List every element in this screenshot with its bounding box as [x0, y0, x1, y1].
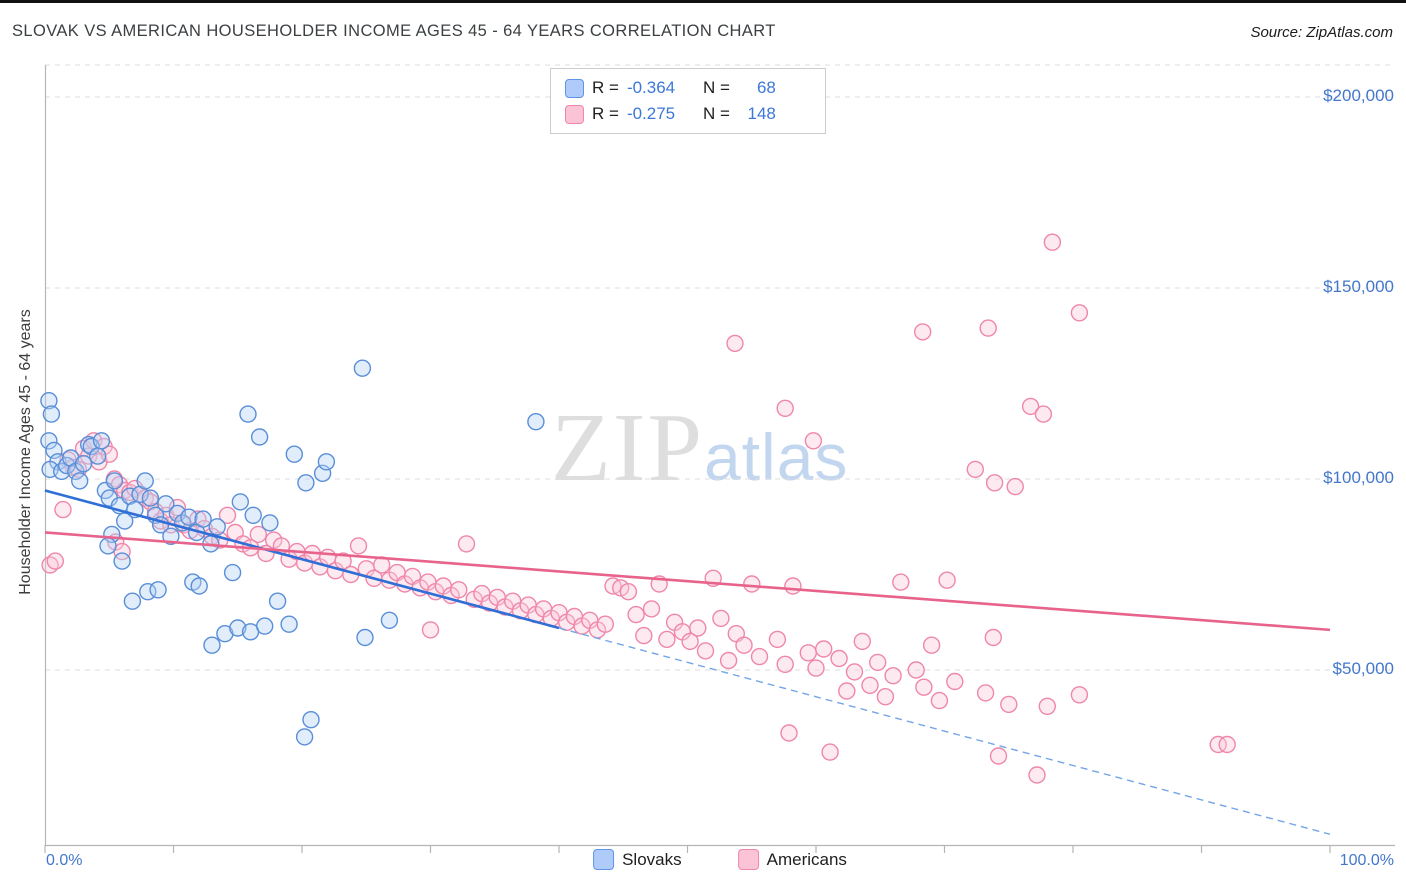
x-axis-ticks	[44, 845, 1331, 853]
americans-legend-label: Americans	[766, 849, 847, 869]
y-tick-label-200000: $200,000	[1323, 86, 1394, 105]
trend-slovaks	[44, 489, 560, 630]
trend-slovaks-extrapolated	[558, 627, 1331, 835]
y-tick-label-150000: $150,000	[1323, 277, 1394, 296]
legend-row-americans: R = -0.275 N = 148	[565, 104, 811, 124]
x-axis-max-label: 100.0%	[1339, 852, 1394, 869]
americans-r-label: R =	[592, 104, 619, 123]
legend-item-slovaks[interactable]: Slovaks	[593, 849, 682, 870]
y-tick-label-100000: $100,000	[1323, 468, 1394, 487]
slovaks-r-label: R =	[592, 78, 619, 97]
americans-r-value: -0.275	[626, 104, 676, 123]
slovaks-n-value: 68	[756, 78, 776, 97]
series-legend: Slovaks Americans	[593, 849, 847, 870]
legend-row-slovaks: R = -0.364 N = 68	[565, 78, 811, 98]
slovaks-legend-swatch-icon	[593, 849, 615, 870]
slovaks-legend-label: Slovaks	[622, 849, 682, 869]
americans-legend-swatch-icon	[737, 849, 759, 870]
points-slovaks	[40, 359, 545, 746]
slovaks-r-value: -0.364	[626, 78, 676, 97]
americans-n-label: N =	[702, 104, 730, 123]
page-title: SLOVAK VS AMERICAN HOUSEHOLDER INCOME AG…	[12, 22, 776, 40]
slovaks-n-label: N =	[702, 78, 730, 97]
legend-item-americans[interactable]: Americans	[737, 849, 847, 870]
americans-swatch-icon	[565, 104, 584, 124]
americans-n-value: 148	[747, 104, 776, 123]
source-link[interactable]: Source: ZipAtlas.com	[1250, 24, 1393, 41]
y-tick-label-50000: $50,000	[1332, 659, 1394, 678]
correlation-legend-box: R = -0.364 N = 68 R = -0.275 N = 148	[550, 68, 826, 134]
trend-americans	[44, 531, 1331, 632]
top-border-line	[0, 0, 1406, 3]
points-americans	[41, 233, 1236, 784]
x-axis-min-label: 0.0%	[46, 852, 83, 869]
slovaks-swatch-icon	[565, 78, 584, 98]
